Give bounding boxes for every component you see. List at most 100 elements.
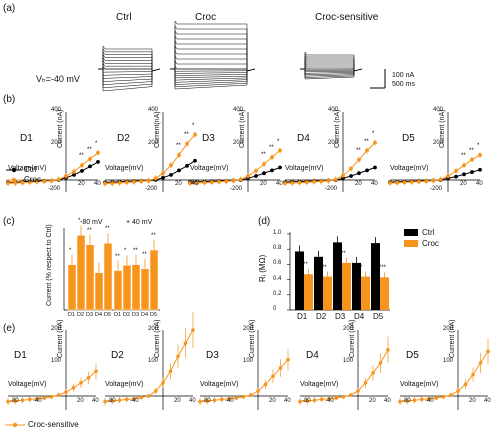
trace-title-croc-sensitive: Croc-sensitive: [315, 12, 379, 23]
ctrl-inward-trace: [102, 69, 153, 73]
ctrl-iv-point: [462, 172, 466, 177]
significance-mark: *: [277, 138, 280, 145]
panel-c-label: (c): [3, 216, 15, 227]
sensitive-point: [419, 397, 424, 402]
croc-iv-point: [146, 178, 151, 183]
sensitive-point: [205, 399, 210, 403]
sensitive-xtick: 40: [384, 398, 391, 404]
percent-xtick: D4: [141, 312, 149, 318]
significance-mark: **: [461, 153, 466, 160]
iv-xtick: 40: [371, 181, 378, 187]
sensitive-point: [378, 361, 383, 365]
sensitive-point: [198, 399, 202, 404]
resistance-ylabel: Rᵢ (MΩ): [258, 254, 267, 282]
sensitive-point: [448, 393, 453, 397]
iv-xtick: 20: [355, 181, 362, 187]
sensitive-xtick: -80: [10, 398, 19, 404]
sensitive-ytick: 200: [243, 326, 254, 332]
panel-b-label: (b): [3, 94, 16, 105]
percent-xtick: D1: [68, 312, 76, 318]
iv-xtick: 20: [460, 181, 467, 187]
ctrl-iv-point: [161, 175, 165, 180]
croc-iv-point: [161, 171, 165, 176]
sensitive-day-label: D1: [14, 350, 27, 361]
sensitive-ytick: 100: [243, 358, 254, 364]
sensitive-point: [348, 393, 353, 397]
group-title: -80 mV: [80, 219, 103, 226]
ctrl-trace: [98, 62, 161, 72]
sensitive-ytick: 100: [343, 358, 354, 364]
croc-bar: [323, 276, 332, 310]
significance-mark: **: [105, 226, 110, 233]
croc-iv-point: [27, 180, 32, 185]
ctrl-bar: [352, 262, 361, 310]
sensitive-xlabel: Voltage(mV): [8, 381, 47, 388]
ctrl-iv-point: [270, 168, 274, 173]
sensitive-point: [271, 374, 275, 379]
sensitive-point: [132, 397, 136, 401]
sensitive-point: [64, 390, 68, 394]
croc-iv-point: [270, 155, 274, 160]
ctrl-iv-point: [357, 171, 361, 176]
croc-iv-point: [349, 166, 353, 171]
sensitive-point: [412, 398, 417, 403]
sensitive-point: [398, 399, 402, 404]
significance-mark: **: [133, 247, 138, 254]
croc-iv-point: [217, 179, 221, 184]
resistance-bar-panel: [287, 232, 390, 311]
croc-trace: [170, 40, 256, 72]
croc-iv-point: [246, 174, 250, 178]
sensitive-point: [486, 349, 490, 354]
panel-e-label: (e): [3, 323, 16, 334]
percent-bar: [122, 264, 132, 311]
ctrl-trace: [98, 53, 161, 72]
croc-iv-point: [88, 157, 92, 161]
sensitive-xtick: 40: [284, 398, 291, 404]
significance-mark: **: [176, 143, 181, 150]
croc-bar: [380, 277, 389, 310]
sensitive-point: [71, 385, 76, 390]
significance-mark: **: [322, 264, 327, 271]
resistance-ytick: 0.6: [273, 260, 282, 267]
sensitive-ytick: 200: [343, 326, 354, 332]
sensitive-xtick: 20: [77, 398, 84, 404]
significance-mark: **: [115, 253, 120, 260]
sensitive-point: [241, 395, 246, 399]
croc-bar: [342, 262, 351, 310]
sensitive-point: [363, 381, 368, 385]
ctrl-iv-point: [373, 165, 377, 170]
ctrl-iv-point: [72, 173, 76, 177]
iv-xlabel: Voltage(mV): [285, 165, 324, 172]
ctrl-iv-point: [478, 167, 482, 172]
sensitive-point: [117, 398, 122, 403]
sensitive-point: [124, 397, 129, 402]
sensitive-point: [219, 397, 224, 402]
iv-ytick: -200: [145, 186, 158, 192]
legend-swatch-croc: [404, 240, 418, 247]
resistance-xtick: D2: [316, 312, 327, 321]
iv-ytick: 200: [51, 140, 62, 146]
sensitive-xtick: -80: [107, 398, 116, 404]
sensitive-day-label: D4: [306, 350, 319, 361]
croc-iv-point: [417, 179, 421, 184]
sensitive-point: [312, 398, 317, 403]
croc-iv-point: [333, 177, 338, 182]
iv-ytick: 400: [51, 107, 62, 113]
croc-iv-point: [224, 179, 229, 184]
significance-mark: **: [87, 227, 92, 234]
croc-trace: [170, 60, 256, 72]
sensitive-point: [463, 382, 468, 387]
iv-ytick: -200: [230, 186, 243, 192]
percent-xtick: D5: [104, 312, 112, 318]
percent-bar-panel: [63, 225, 160, 311]
resistance-xtick: D5: [373, 312, 384, 321]
croc-iv-point: [6, 181, 10, 186]
ctrl-iv-point: [80, 169, 84, 173]
sensitive-day-label: D5: [406, 350, 419, 361]
panel-d-label: (d): [258, 216, 271, 227]
resistance-ytick: 0: [273, 306, 277, 312]
ctrl-trace: [98, 50, 161, 72]
sensitive-xlabel: Voltage(mV): [300, 381, 339, 388]
croc-iv-point: [153, 176, 158, 181]
croc-iv-point: [238, 177, 243, 182]
